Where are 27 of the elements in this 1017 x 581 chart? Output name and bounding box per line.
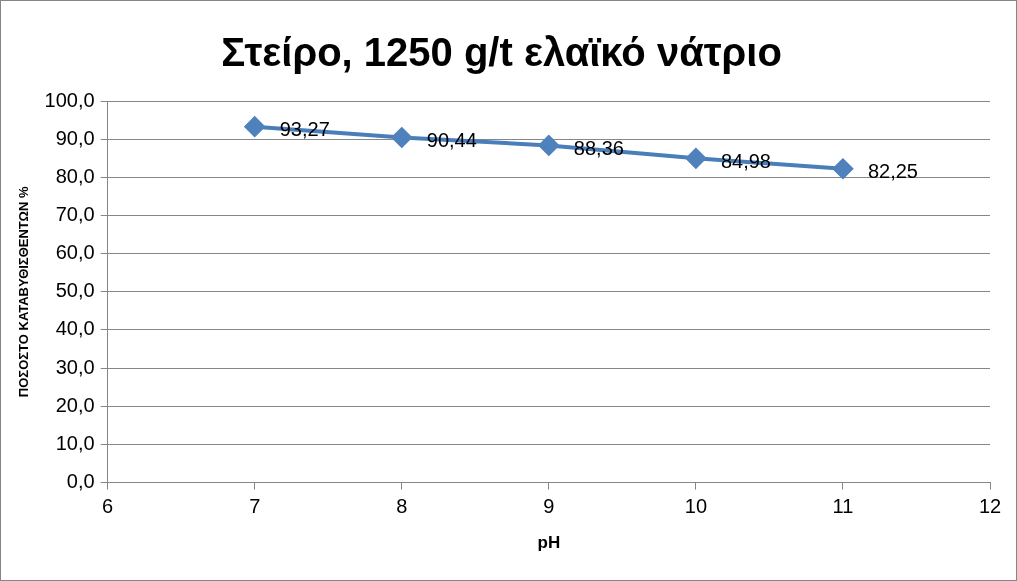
point (244, 116, 265, 137)
y-tick-label: 50,0 (55, 279, 95, 302)
y-tick-label: 40,0 (55, 317, 95, 340)
y-tick-label: 90,0 (55, 126, 95, 149)
y-tick-label: 100,0 (44, 88, 95, 111)
x-tick-label: 8 (396, 495, 408, 518)
y-tick-label: 80,0 (55, 164, 95, 187)
point (685, 148, 706, 169)
y-axis-title: ΠΟΣΟΣΤΟ ΚΑΤΑΒΥΘΙΣΘΕΝΤΩΝ % (16, 186, 32, 398)
y-tick-label: 30,0 (55, 355, 95, 378)
point (832, 158, 853, 179)
data-label: 82,25 (867, 160, 918, 183)
x-axis-title: pH (537, 533, 561, 553)
x-tick-label: 11 (832, 495, 854, 518)
y-tick-label: 60,0 (55, 241, 95, 264)
x-tick-label: 9 (543, 495, 555, 518)
x-tick-label: 12 (978, 495, 1002, 518)
x-tick-label: 7 (249, 495, 261, 518)
point (391, 127, 412, 148)
x-tick-label: 10 (684, 495, 708, 518)
x-tick-label: 6 (102, 495, 114, 518)
y-tick-label: 70,0 (55, 203, 95, 225)
y-tick-label: 10,0 (55, 431, 95, 454)
y-tick-label: 20,0 (55, 393, 95, 416)
chart-title: Στείρο, 1250 g/t ελαϊκό νάτριο (221, 30, 782, 75)
point (538, 135, 559, 156)
y-tick-label: 0,0 (66, 470, 95, 493)
